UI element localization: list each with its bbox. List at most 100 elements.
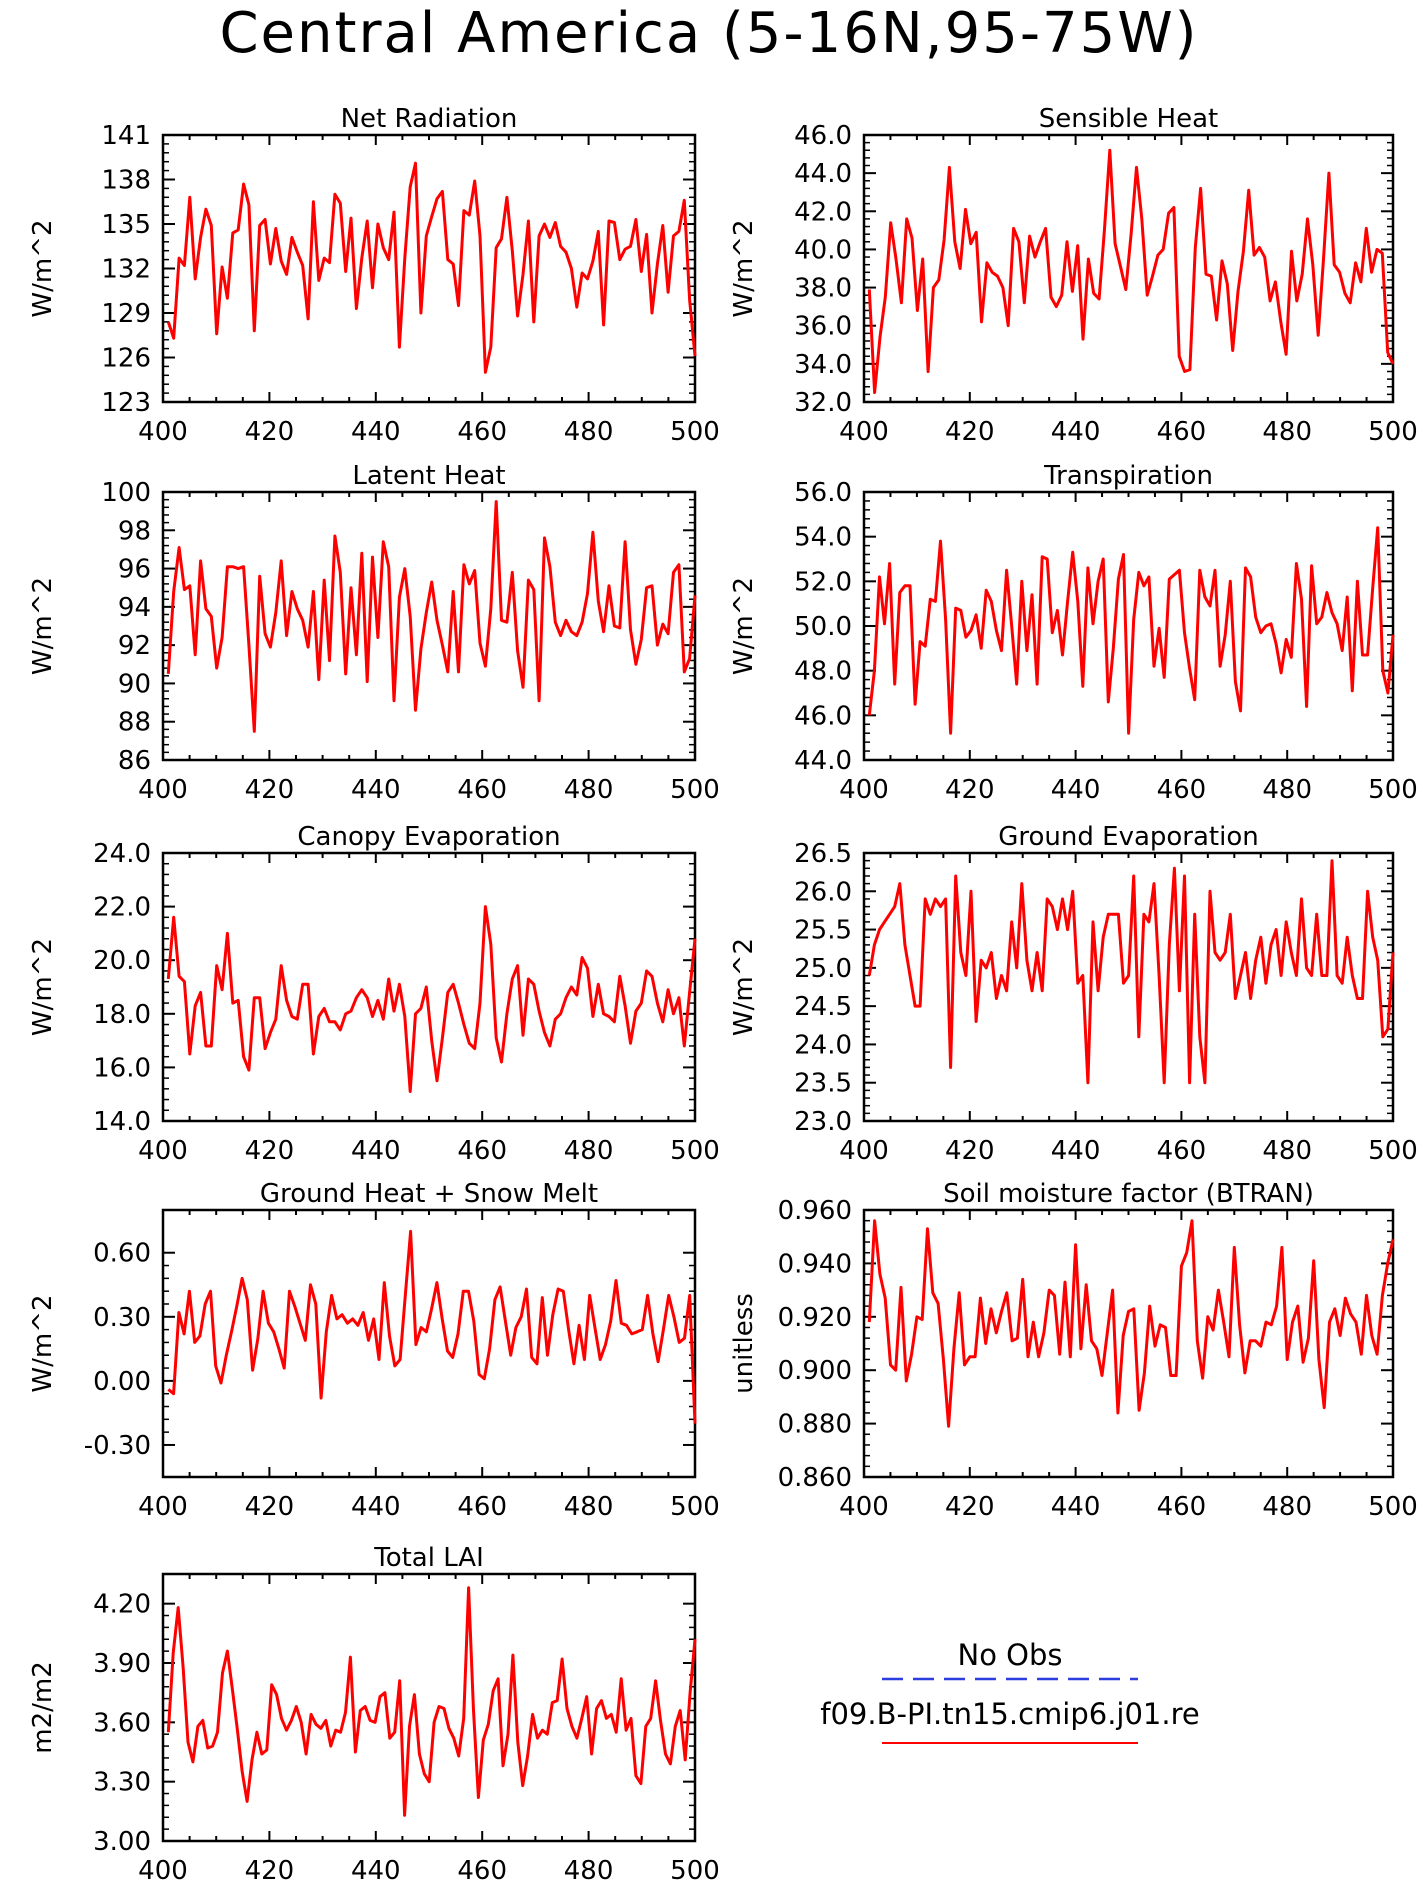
chart-title: Ground Evaporation bbox=[998, 822, 1258, 852]
y-tick-label: 25.5 bbox=[794, 916, 852, 946]
x-tick-label: 420 bbox=[245, 417, 295, 447]
y-axis-label: unitless bbox=[729, 1293, 759, 1394]
series-line bbox=[166, 1586, 697, 1817]
y-tick-label: 25.0 bbox=[794, 954, 852, 984]
y-tick-label: 138 bbox=[101, 166, 151, 196]
chart-panel: Soil moisture factor (BTRAN) unitless 400 4… bbox=[729, 1179, 1418, 1522]
y-tick-label: 132 bbox=[101, 255, 151, 285]
x-tick-label: 420 bbox=[245, 1136, 295, 1166]
page-title: Central America (5-16N,95-75W) bbox=[219, 1, 1198, 66]
y-tick-label: 3.00 bbox=[93, 1827, 151, 1857]
x-tick-label: 460 bbox=[457, 417, 507, 447]
x-tick-label: 500 bbox=[1368, 1136, 1418, 1166]
y-tick-label: 36.0 bbox=[794, 312, 852, 342]
chart-panel: Ground Heat + Snow Melt W/m^2 400 420 440 460… bbox=[28, 1179, 720, 1522]
y-tick-label: 44.0 bbox=[794, 746, 852, 776]
series-line bbox=[166, 905, 697, 1093]
panels: Net Radiation W/m^2 400 420 440 460 480 500 123 1… bbox=[28, 104, 1418, 1886]
x-tick-label: 440 bbox=[351, 775, 401, 805]
x-tick-label: 420 bbox=[945, 775, 995, 805]
y-tick-label: 94 bbox=[118, 593, 151, 623]
chart-panel: Sensible Heat W/m^2 400 420 440 460 480 500 32.0… bbox=[729, 104, 1418, 447]
x-tick-label: 480 bbox=[1262, 775, 1312, 805]
plot-frame bbox=[161, 1208, 697, 1479]
series-line bbox=[867, 526, 1395, 735]
plot-frame bbox=[161, 133, 697, 404]
y-tick-label: 42.0 bbox=[794, 197, 852, 227]
x-tick-label: 400 bbox=[138, 417, 188, 447]
x-tick-label: 400 bbox=[839, 775, 889, 805]
chart-title: Sensible Heat bbox=[1039, 104, 1218, 134]
y-tick-label: 135 bbox=[101, 210, 151, 240]
y-tick-label: 46.0 bbox=[794, 701, 852, 731]
y-tick-label: 126 bbox=[101, 344, 151, 374]
y-tick-label: 14.0 bbox=[93, 1107, 151, 1137]
x-tick-label: 500 bbox=[670, 1492, 720, 1522]
series-line bbox=[166, 500, 697, 733]
y-tick-label: 0.920 bbox=[778, 1303, 852, 1333]
y-axis-label: W/m^2 bbox=[28, 577, 58, 675]
chart-title: Canopy Evaporation bbox=[297, 822, 560, 852]
x-tick-label: 500 bbox=[1368, 1492, 1418, 1522]
x-tick-label: 500 bbox=[670, 1856, 720, 1886]
chart-title: Transpiration bbox=[1043, 461, 1213, 491]
y-axis-label: W/m^2 bbox=[729, 577, 759, 675]
y-tick-label: 123 bbox=[101, 388, 151, 418]
x-tick-label: 460 bbox=[1157, 775, 1207, 805]
y-tick-label: 3.60 bbox=[93, 1708, 151, 1738]
x-tick-label: 500 bbox=[670, 417, 720, 447]
x-tick-label: 420 bbox=[945, 1492, 995, 1522]
x-tick-label: 460 bbox=[1157, 417, 1207, 447]
y-tick-label: 40.0 bbox=[794, 235, 852, 265]
y-tick-label: 90 bbox=[118, 669, 151, 699]
series-line bbox=[867, 859, 1395, 1085]
y-tick-label: 0.900 bbox=[778, 1356, 852, 1386]
x-tick-label: 440 bbox=[1051, 1492, 1101, 1522]
y-tick-label: 88 bbox=[118, 708, 151, 738]
chart-title: Total LAI bbox=[373, 1543, 484, 1573]
x-tick-label: 500 bbox=[1368, 417, 1418, 447]
y-tick-label: 0.960 bbox=[778, 1196, 852, 1226]
x-tick-label: 440 bbox=[1051, 417, 1101, 447]
plot-frame bbox=[862, 851, 1395, 1123]
y-tick-label: 100 bbox=[101, 478, 151, 508]
x-tick-label: 440 bbox=[351, 1136, 401, 1166]
y-tick-label: 129 bbox=[101, 299, 151, 329]
x-tick-label: 480 bbox=[564, 1492, 614, 1522]
y-tick-label: 3.30 bbox=[93, 1768, 151, 1798]
x-tick-label: 480 bbox=[564, 1856, 614, 1886]
y-tick-label: 32.0 bbox=[794, 388, 852, 418]
y-tick-label: 52.0 bbox=[794, 567, 852, 597]
y-tick-label: 18.0 bbox=[93, 1000, 151, 1030]
y-tick-label: 50.0 bbox=[794, 612, 852, 642]
x-tick-label: 460 bbox=[457, 1492, 507, 1522]
y-tick-label: 46.0 bbox=[794, 121, 852, 151]
x-tick-label: 420 bbox=[945, 1136, 995, 1166]
x-tick-label: 400 bbox=[839, 1136, 889, 1166]
y-tick-label: 54.0 bbox=[794, 523, 852, 553]
y-axis-label: W/m^2 bbox=[729, 219, 759, 317]
y-tick-label: 0.00 bbox=[93, 1367, 151, 1397]
x-tick-label: 480 bbox=[564, 417, 614, 447]
x-tick-label: 400 bbox=[138, 775, 188, 805]
x-tick-label: 440 bbox=[1051, 775, 1101, 805]
y-tick-label: 92 bbox=[118, 631, 151, 661]
y-tick-label: -0.30 bbox=[84, 1431, 151, 1461]
legend: No Obs f09.B-PI.tn15.cmip6.j01.re bbox=[820, 1638, 1200, 1744]
x-tick-label: 460 bbox=[457, 1856, 507, 1886]
x-tick-label: 400 bbox=[839, 417, 889, 447]
x-tick-label: 460 bbox=[457, 1136, 507, 1166]
x-tick-label: 480 bbox=[564, 1136, 614, 1166]
chart-panel: Latent Heat W/m^2 400 420 440 460 480 500 86 88 90… bbox=[28, 461, 720, 805]
chart-title: Ground Heat + Snow Melt bbox=[260, 1179, 598, 1209]
chart-panel: Total LAI m2/m2 400 420 440 460 480 500 3.00 3.30… bbox=[28, 1543, 720, 1886]
y-tick-label: 16.0 bbox=[93, 1053, 151, 1083]
y-tick-label: 86 bbox=[118, 746, 151, 776]
y-tick-label: 44.0 bbox=[794, 159, 852, 189]
y-tick-label: 141 bbox=[101, 121, 151, 151]
x-tick-label: 460 bbox=[1157, 1492, 1207, 1522]
legend-obs-label: No Obs bbox=[958, 1638, 1063, 1672]
x-tick-label: 440 bbox=[351, 417, 401, 447]
y-tick-label: 22.0 bbox=[93, 893, 151, 923]
